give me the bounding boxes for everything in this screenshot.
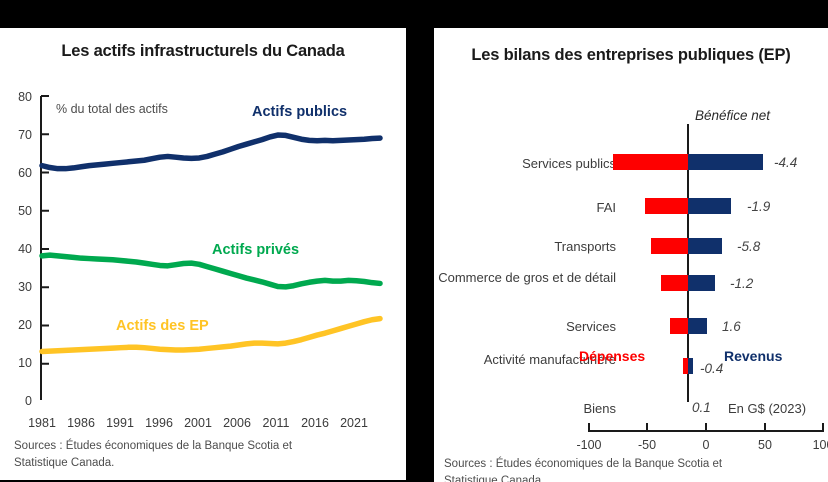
left-xtick-2006: 2006 (223, 416, 251, 430)
left-chart-unit-note: % du total des actifs (56, 102, 168, 116)
left-xtick-1981: 1981 (28, 416, 56, 430)
line-series-actifs-prives (39, 252, 383, 290)
net-value-services: 1.6 (722, 319, 741, 334)
bar-revenues-services-publics (688, 154, 763, 170)
bar-expenses-fai (645, 198, 688, 214)
left-chart-sources: Sources : Études économiques de la Banqu… (14, 440, 293, 469)
bar-revenues-transports (688, 238, 722, 254)
bar-expenses-services (670, 318, 688, 334)
right-chart-title: Les bilans des entreprises publiques (EP… (471, 46, 791, 64)
left-xtick-2001: 2001 (184, 416, 212, 430)
right-chart-sources: Sources : Études économiques de la Banqu… (444, 458, 723, 482)
left-chart-panel: Les actifs infrastructurels du Canada 80… (0, 28, 406, 480)
left-xtick-2016: 2016 (301, 416, 329, 430)
left-ytick-70: 70 (18, 128, 32, 142)
left-ytick-60: 60 (18, 166, 32, 180)
right-xtick-minus50: -50 (637, 438, 657, 452)
line-series-actifs-des-ep (39, 315, 383, 355)
category-label-transports: Transports (554, 239, 616, 254)
category-label-biens: Biens (583, 401, 616, 416)
left-xtick-1991: 1991 (106, 416, 134, 430)
category-label-commerce-de-gros-et-de-detail: Commerce de gros et de détail (438, 270, 616, 285)
left-ytick-10: 10 (18, 356, 32, 370)
net-value-commerce-de-gros-et-de-detail: -1.2 (730, 276, 754, 291)
right-xtick-100: 100 (812, 438, 828, 452)
right-x-axis (588, 423, 824, 432)
right-chart-unit-note: En G$ (2023) (728, 401, 807, 416)
left-plot-area (39, 95, 383, 400)
left-ytick-20: 20 (18, 318, 32, 332)
left-xtick-2011: 2011 (262, 416, 290, 430)
bar-revenues-services (688, 318, 707, 334)
bar-expenses-activite-manufacturiere (683, 358, 688, 374)
right-chart-panel: Les bilans des entreprises publiques (EP… (434, 28, 828, 482)
bar-revenues-activite-manufacturiere (688, 358, 693, 374)
left-y-ticks (41, 95, 49, 365)
category-label-services-publics: Services publics (522, 156, 616, 171)
net-value-transports: -5.8 (737, 239, 761, 254)
left-ytick-40: 40 (18, 242, 32, 256)
net-value-fai: -1.9 (747, 199, 771, 214)
net-profit-header-note: Bénéfice net (695, 108, 771, 123)
category-label-fai: FAI (596, 200, 616, 215)
bar-expenses-commerce-de-gros-et-de-detail (661, 275, 688, 291)
left-ytick-30: 30 (18, 280, 32, 294)
revenues-side-label: Revenus (724, 348, 783, 364)
net-value-biens: 0.1 (692, 400, 711, 415)
left-ytick-50: 50 (18, 204, 32, 218)
bar-revenues-fai (688, 198, 731, 214)
bar-expenses-services-publics (613, 154, 688, 170)
zero-axis-line (687, 124, 689, 402)
right-xtick-50: 50 (758, 438, 772, 452)
net-value-activite-manufacturiere: -0.4 (700, 361, 724, 376)
net-value-services-publics: -4.4 (774, 155, 798, 170)
left-xtick-1986: 1986 (67, 416, 95, 430)
series-label-actifs-publics: Actifs publics (252, 104, 348, 120)
series-label-actifs-des-ep: Actifs des EP (116, 318, 209, 334)
category-label-services: Services (566, 319, 616, 334)
left-ytick-0: 0 (25, 394, 32, 408)
right-xtick-0: 0 (702, 438, 710, 452)
left-xtick-2021: 2021 (340, 416, 368, 430)
bar-expenses-transports (651, 238, 688, 254)
category-label-activite-manufacturiere: Activité manufacturière (483, 352, 616, 367)
left-ytick-80: 80 (18, 90, 32, 104)
bar-revenues-commerce-de-gros-et-de-detail (688, 275, 715, 291)
left-chart-title: Les actifs infrastructurels du Canada (61, 42, 345, 60)
expenses-side-label: Dépenses (579, 348, 646, 364)
series-label-actifs-prives: Actifs privés (212, 242, 300, 258)
left-xtick-1996: 1996 (145, 416, 173, 430)
right-xtick-minus100: -100 (576, 438, 602, 452)
line-series-actifs-publics (39, 132, 383, 172)
